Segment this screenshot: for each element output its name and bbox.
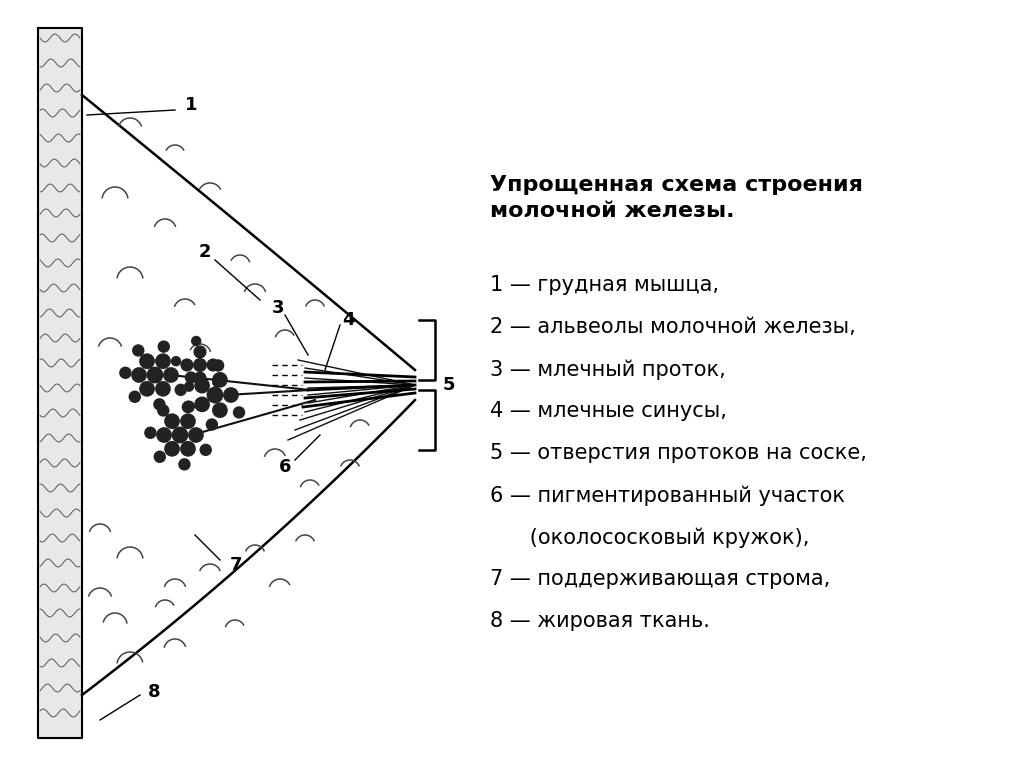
Circle shape	[185, 372, 197, 383]
Circle shape	[158, 405, 169, 416]
Circle shape	[233, 407, 245, 418]
Text: 5 — отверстия протоков на соске,: 5 — отверстия протоков на соске,	[490, 443, 867, 463]
Circle shape	[172, 427, 187, 443]
Circle shape	[195, 397, 209, 412]
Circle shape	[144, 427, 156, 438]
Circle shape	[140, 382, 155, 396]
Circle shape	[191, 337, 201, 345]
Circle shape	[154, 399, 165, 410]
Text: 4 — млечные синусы,: 4 — млечные синусы,	[490, 401, 727, 421]
Circle shape	[195, 372, 206, 384]
Text: 1 — грудная мышца,: 1 — грудная мышца,	[490, 275, 719, 295]
Text: 2: 2	[199, 243, 211, 261]
Circle shape	[181, 359, 193, 371]
Circle shape	[207, 387, 222, 403]
Circle shape	[155, 451, 165, 463]
Circle shape	[181, 442, 196, 456]
Text: 8: 8	[148, 683, 161, 701]
Circle shape	[165, 414, 179, 428]
Text: 2 — альвеолы молочной железы,: 2 — альвеолы молочной железы,	[490, 317, 856, 337]
Circle shape	[140, 354, 155, 368]
Text: 5: 5	[443, 376, 456, 394]
Circle shape	[213, 360, 223, 371]
Circle shape	[213, 373, 227, 387]
Circle shape	[184, 382, 194, 391]
Circle shape	[207, 359, 219, 371]
Circle shape	[195, 378, 209, 393]
Text: 3 — млечный проток,: 3 — млечный проток,	[490, 359, 726, 380]
Circle shape	[157, 428, 171, 442]
Circle shape	[165, 442, 179, 456]
Circle shape	[188, 428, 203, 442]
Circle shape	[159, 341, 169, 352]
Circle shape	[181, 414, 196, 428]
Circle shape	[147, 367, 163, 383]
Circle shape	[213, 377, 221, 387]
Text: 7: 7	[230, 556, 243, 574]
Text: Упрощенная схема строения
молочной железы.: Упрощенная схема строения молочной желез…	[490, 175, 863, 221]
Circle shape	[183, 401, 195, 412]
Text: 1: 1	[185, 96, 198, 114]
Circle shape	[224, 388, 239, 402]
Circle shape	[182, 402, 194, 413]
Circle shape	[179, 459, 189, 470]
Polygon shape	[38, 28, 82, 738]
Text: 4: 4	[342, 311, 354, 329]
Text: (околососковый кружок),: (околососковый кружок),	[490, 527, 809, 548]
Text: 3: 3	[271, 299, 285, 317]
Circle shape	[194, 359, 206, 371]
Circle shape	[213, 403, 227, 417]
Circle shape	[120, 367, 131, 378]
Circle shape	[164, 368, 178, 382]
Circle shape	[129, 391, 140, 402]
Circle shape	[207, 419, 217, 430]
Text: 6 — пигментированный участок: 6 — пигментированный участок	[490, 485, 845, 505]
Circle shape	[175, 384, 186, 395]
Text: 7 — поддерживающая строма,: 7 — поддерживающая строма,	[490, 569, 830, 589]
Text: 8 — жировая ткань.: 8 — жировая ткань.	[490, 611, 710, 631]
Circle shape	[156, 382, 170, 396]
Circle shape	[156, 354, 170, 368]
Circle shape	[171, 357, 180, 366]
Circle shape	[195, 346, 206, 357]
Circle shape	[132, 368, 146, 382]
Circle shape	[201, 444, 211, 456]
Text: 6: 6	[279, 458, 291, 476]
Circle shape	[133, 345, 143, 356]
